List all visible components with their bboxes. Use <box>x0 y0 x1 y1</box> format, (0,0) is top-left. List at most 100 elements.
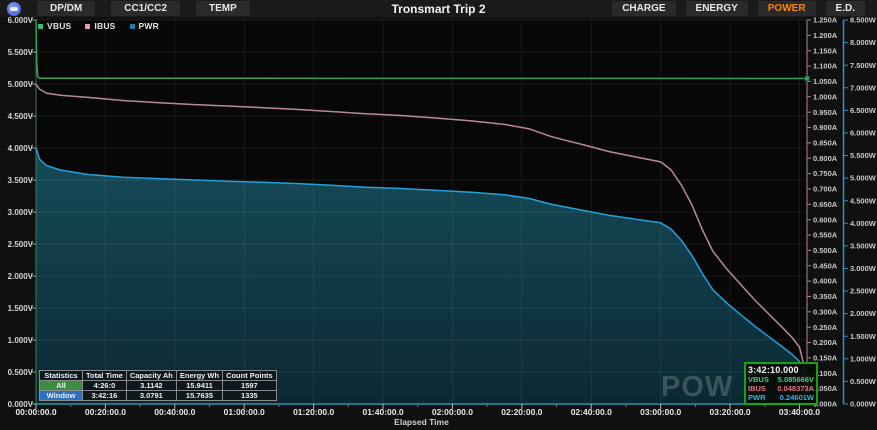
svg-text:1.500W: 1.500W <box>850 332 877 341</box>
stats-value-cell: 1335 <box>222 390 277 401</box>
header-button-cc1-cc2[interactable]: CC1/CC2 <box>111 1 181 16</box>
legend-swatch-ibus <box>85 23 91 29</box>
stats-header-cell: Count Points <box>222 370 277 381</box>
svg-text:0.100A: 0.100A <box>813 369 838 378</box>
svg-text:0.300A: 0.300A <box>813 307 838 316</box>
svg-text:0.500W: 0.500W <box>850 377 877 386</box>
svg-text:4.500W: 4.500W <box>850 196 877 205</box>
svg-text:2.000W: 2.000W <box>850 309 877 318</box>
svg-text:0.000W: 0.000W <box>850 400 877 409</box>
svg-text:0.400A: 0.400A <box>813 277 838 286</box>
svg-text:3.500V: 3.500V <box>8 176 34 185</box>
svg-text:01:00:00.0: 01:00:00.0 <box>224 407 265 417</box>
svg-text:00:20:00.0: 00:20:00.0 <box>85 407 126 417</box>
header-button-temp[interactable]: TEMP <box>196 1 250 16</box>
svg-text:Elapsed Time: Elapsed Time <box>394 417 449 427</box>
svg-text:4.000V: 4.000V <box>8 144 34 153</box>
svg-text:5.500W: 5.500W <box>850 151 877 160</box>
svg-text:4.000W: 4.000W <box>850 219 877 228</box>
svg-text:02:40:00.0: 02:40:00.0 <box>571 407 612 417</box>
svg-text:0.050A: 0.050A <box>813 384 838 393</box>
svg-text:5.000W: 5.000W <box>850 174 877 183</box>
stats-row-all: All 4:26:0 3.1142 15.9411 1597 <box>39 380 277 391</box>
header-button-charge[interactable]: CHARGE <box>612 1 676 16</box>
header-button-power[interactable]: POWER <box>757 1 816 16</box>
stats-value-cell: 1597 <box>222 380 277 391</box>
series-end-marker-vbus <box>804 75 810 82</box>
header-right-buttons: CHARGE ENERGY POWER E.D. <box>602 1 865 16</box>
legend-swatch-vbus <box>38 23 43 29</box>
header-left-buttons: DP/DM CC1/CC2 TEMP <box>21 1 250 16</box>
svg-text:1.500V: 1.500V <box>8 304 34 313</box>
svg-text:02:20:00.0: 02:20:00.0 <box>501 407 542 417</box>
legend-item-pwr[interactable]: PWR <box>129 21 159 31</box>
tooltip-row-vbus: VBUS 5.085666V <box>748 375 814 384</box>
svg-text:00:00:00.0: 00:00:00.0 <box>15 407 56 417</box>
tooltip-row-pwr: PWR 0.24601W <box>748 393 814 402</box>
svg-text:6.000W: 6.000W <box>850 129 877 138</box>
y-axis-power: 0.000W 0.500W 1.000W 1.500W 2.000W 2.500W 3.00… <box>843 16 877 409</box>
svg-text:03:40:00.0: 03:40:00.0 <box>779 407 820 417</box>
stats-header-row: Statistics Total Time Capacity Ah Energy Wh… <box>39 370 277 381</box>
legend-label-pwr: PWR <box>138 21 159 31</box>
stats-row-label: Window <box>39 390 83 401</box>
svg-text:0.800A: 0.800A <box>813 154 838 163</box>
svg-text:1.000A: 1.000A <box>813 92 838 101</box>
svg-text:0.000V: 0.000V <box>8 400 34 409</box>
legend-item-ibus[interactable]: IBUS <box>85 21 115 31</box>
stats-row-window: Window 3:42:16 3.0791 15.7635 1335 <box>39 390 277 401</box>
header-button-dp-dm[interactable]: DP/DM <box>37 1 96 16</box>
legend-item-vbus[interactable]: VBUS <box>38 21 71 31</box>
svg-text:0.450A: 0.450A <box>813 261 838 270</box>
svg-text:0.150A: 0.150A <box>813 354 838 363</box>
svg-text:1.200A: 1.200A <box>813 31 838 40</box>
header-button-energy[interactable]: ENERGY <box>685 1 748 16</box>
series-ibus <box>35 83 808 391</box>
svg-text:0.700A: 0.700A <box>813 185 838 194</box>
cursor-tooltip: 3:42:10.000 VBUS 5.085666V IBUS 0.048373A PW… <box>744 362 818 405</box>
stats-value-cell: 3.0791 <box>125 390 177 401</box>
svg-text:2.000V: 2.000V <box>8 272 34 281</box>
svg-text:6.000V: 6.000V <box>8 16 34 25</box>
svg-text:0.900A: 0.900A <box>813 123 838 132</box>
svg-text:1.050A: 1.050A <box>813 77 838 86</box>
stats-value-cell: 15.7635 <box>175 390 224 401</box>
svg-text:0.650A: 0.650A <box>813 200 838 209</box>
svg-text:8.500W: 8.500W <box>850 16 877 25</box>
stats-header-cell: Statistics <box>39 370 83 381</box>
svg-text:00:40:00.0: 00:40:00.0 <box>154 407 195 417</box>
stats-header-cell: Energy Wh <box>175 370 224 381</box>
svg-text:0.000A: 0.000A <box>813 400 838 409</box>
svg-text:2.500W: 2.500W <box>850 287 877 296</box>
x-axis: 00:00:00.0 00:20:00.0 00:40:00.0 01:00:00.0… <box>15 404 820 427</box>
svg-text:6.500W: 6.500W <box>850 106 877 115</box>
legend-label-ibus: IBUS <box>94 21 116 31</box>
stats-header-cell: Capacity Ah <box>125 370 177 381</box>
svg-text:0.950A: 0.950A <box>813 108 838 117</box>
y-axis-voltage: 0.000V 0.500V 1.000V 1.500V 2.000V 2.500V 3.00… <box>8 16 36 409</box>
svg-text:01:40:00.0: 01:40:00.0 <box>362 407 403 417</box>
svg-text:8.000W: 8.000W <box>850 38 877 47</box>
svg-text:5.000V: 5.000V <box>8 80 34 89</box>
stats-header-cell: Total Time <box>82 370 127 381</box>
svg-text:1.250A: 1.250A <box>813 16 838 25</box>
header-bar: DP/DM CC1/CC2 TEMP Tronsmart Trip 2 CHARGE… <box>0 0 877 17</box>
header-button-ed[interactable]: E.D. <box>825 1 865 16</box>
series-vbus <box>35 19 808 80</box>
stats-row-label: All <box>39 380 83 391</box>
stats-value-cell: 3:42:16 <box>82 390 127 401</box>
legend-label-vbus: VBUS <box>47 21 72 31</box>
statistics-table: Statistics Total Time Capacity Ah Energy Wh… <box>39 370 277 401</box>
legend-swatch-pwr <box>129 23 135 29</box>
chart-legend: VBUS IBUS PWR <box>38 21 173 31</box>
svg-text:1.100A: 1.100A <box>813 62 838 71</box>
svg-text:1.000V: 1.000V <box>8 336 34 345</box>
svg-text:0.600A: 0.600A <box>813 215 838 224</box>
svg-text:03:00:00.0: 03:00:00.0 <box>640 407 681 417</box>
stats-value-cell: 15.9411 <box>175 380 224 391</box>
app-logo-icon[interactable] <box>7 1 21 16</box>
series-pwr <box>35 147 808 394</box>
svg-text:02:00:00.0: 02:00:00.0 <box>432 407 473 417</box>
